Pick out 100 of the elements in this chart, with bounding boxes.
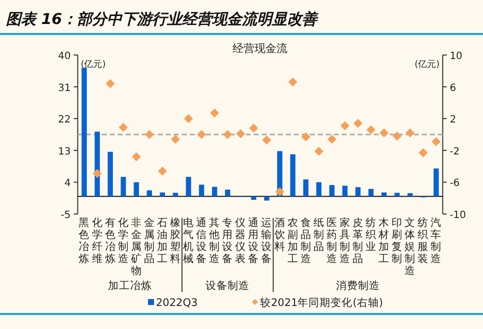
y2-tick-label: -2 (450, 146, 460, 158)
point (118, 122, 128, 132)
bar (160, 192, 166, 196)
bar (212, 186, 218, 196)
point (392, 132, 402, 141)
bar (82, 68, 87, 196)
point (170, 134, 180, 144)
x-tick-label: 电气机械 (183, 216, 194, 265)
x-tick-label: 黑色冶炼 (78, 217, 90, 265)
bar (186, 176, 192, 196)
bar (108, 152, 113, 196)
x-tick-label: 食品制造 (300, 217, 312, 265)
y-tick-label: 22 (58, 114, 71, 126)
x-tick-label: 金属制品 (144, 217, 155, 265)
bar (120, 176, 126, 196)
point (144, 130, 154, 139)
y2-tick-label: -10 (450, 210, 466, 221)
point (132, 152, 141, 162)
bar (368, 188, 374, 196)
bar (225, 190, 230, 196)
point (92, 168, 102, 178)
point (301, 132, 310, 142)
y-tick-label: 13 (58, 146, 71, 158)
bar (198, 184, 204, 196)
y-tick-label: 40 (58, 51, 71, 62)
x-tick-label: 汽车制造 (430, 217, 442, 265)
bar (355, 187, 361, 196)
chart-title: 图表 16：部分中下游行业经营现金流明显改善 (6, 10, 320, 28)
y2-tick-label: -6 (450, 178, 460, 190)
point (106, 79, 115, 88)
chart-subtitle: 经营现金流 (232, 42, 288, 55)
x-tick-label: 酒饮料 (273, 216, 286, 253)
point (288, 78, 298, 87)
x-tick-label: 橡胶塑料 (170, 217, 181, 265)
point (249, 124, 258, 133)
point (314, 146, 324, 156)
point (418, 148, 428, 158)
x-tick-label: 有色冶炼 (104, 217, 116, 265)
x-tick-label: 运输设备 (261, 216, 272, 265)
bar (303, 179, 308, 196)
text: 加工冶炼 (108, 279, 152, 292)
bar (434, 168, 439, 196)
x-tick-label: 化学制造 (118, 217, 129, 265)
y-axis-title: (亿元) (80, 59, 106, 70)
y-tick-label: -5 (60, 210, 71, 221)
point (184, 114, 194, 124)
x-tick-label: 文体娱制造 (404, 216, 416, 277)
point (432, 137, 441, 146)
bar (146, 190, 152, 196)
bar (251, 196, 256, 200)
x-tick-label: 农副加工 (287, 217, 298, 265)
bar (408, 193, 413, 196)
x-tick-label: 化学纤维 (92, 217, 103, 265)
point (327, 134, 336, 144)
x-tick-label: 石油加工 (156, 217, 168, 265)
point (223, 130, 232, 139)
x-tick-label: 皮革制品 (352, 216, 364, 265)
legend-label: 较2021年同期变化(右轴) (260, 296, 383, 309)
bar (94, 132, 100, 196)
point (236, 129, 246, 138)
x-tick-label: 非金属矿物 (130, 216, 142, 277)
point (262, 136, 272, 145)
text: 消费制造 (336, 279, 380, 292)
y-tick-label: 4 (64, 178, 71, 190)
y-tick-label: 31 (58, 82, 71, 94)
bar (316, 182, 322, 196)
y2-axis-title: (亿元) (414, 59, 440, 70)
bar (264, 196, 270, 201)
point (158, 166, 167, 176)
x-tick-label: 印刷复制 (392, 216, 403, 265)
point (275, 187, 284, 196)
point (366, 125, 376, 134)
x-tick-label: 家具制造 (339, 216, 350, 265)
legend-label: 2022Q3 (156, 297, 198, 309)
bar (394, 192, 400, 196)
bar (381, 192, 387, 196)
x-tick-label: 仪器仪表 (235, 217, 246, 265)
bar (172, 192, 178, 196)
x-tick-label: 木材加工 (378, 216, 390, 265)
y2-tick-label: 6 (450, 82, 456, 94)
x-tick-label: 纺织业 (366, 216, 377, 253)
bar (329, 185, 334, 196)
text: 设备制造 (206, 279, 250, 292)
x-tick-label: 医药制造 (326, 217, 338, 265)
point (406, 128, 415, 138)
bar (290, 154, 296, 196)
point (380, 128, 389, 138)
bar (342, 186, 348, 196)
x-tick-label: 纺织服装 (418, 216, 429, 265)
point (210, 108, 220, 118)
y2-tick-label: 10 (450, 51, 462, 62)
x-tick-label: 纸制品 (313, 217, 324, 253)
point (197, 130, 206, 139)
bar (134, 182, 139, 196)
y2-tick-label: 2 (450, 114, 456, 126)
point (353, 118, 362, 128)
point (340, 121, 350, 130)
x-tick-label: 通信设备 (196, 216, 208, 265)
x-tick-label: 通用设备 (248, 216, 260, 265)
x-tick-label: 其他制造 (209, 216, 220, 265)
